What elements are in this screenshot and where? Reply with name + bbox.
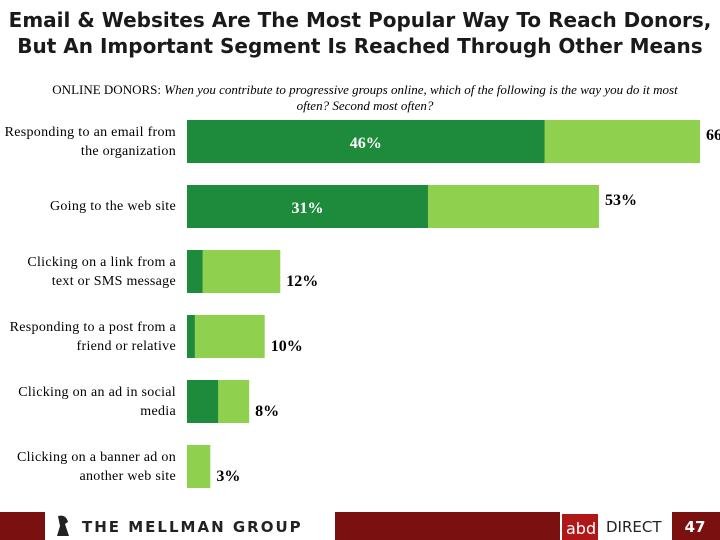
bar	[187, 445, 211, 488]
value-label: 66%	[706, 126, 720, 144]
category-label: Going to the web site	[49, 199, 176, 214]
subtitle: ONLINE DONORS: When you contribute to pr…	[40, 82, 690, 114]
category-label: Clicking on an ad in social media	[18, 384, 176, 419]
page-number: 47	[685, 518, 706, 536]
value-label: 53%	[604, 191, 637, 209]
bar	[187, 380, 219, 423]
chart-title: Email & Websites Are The Most Popular Wa…	[8, 8, 712, 32]
category-label: Responding to a post from a friend or re…	[9, 319, 176, 354]
category-label: Clicking on a banner ad on another web s…	[16, 449, 176, 484]
value-label: 10%	[270, 337, 303, 355]
value-label: 46%	[349, 134, 382, 152]
subtitle-question: When you contribute to progressive group…	[164, 82, 678, 113]
bar	[187, 315, 195, 358]
footer-brand-a: abd	[566, 519, 596, 538]
value-label: 3%	[216, 467, 241, 485]
chart-title-line2: But An Important Segment Is Reached Thro…	[17, 34, 703, 58]
logo-area	[45, 512, 335, 540]
bar	[187, 120, 545, 163]
value-label: 31%	[291, 199, 324, 217]
footer-brand-b: DIRECT	[606, 518, 662, 536]
brand-box	[562, 514, 598, 540]
bar	[187, 315, 265, 358]
footer-logo: THE MELLMAN GROUP	[82, 518, 303, 536]
bar	[187, 185, 428, 228]
value-label: 8%	[255, 402, 280, 420]
subtitle-lead: ONLINE DONORS:	[52, 82, 161, 97]
category-label: Clicking on a link from a text or SMS me…	[27, 254, 176, 289]
bar	[187, 250, 203, 293]
logo-icon	[57, 515, 69, 536]
category-label: Responding to an email from the organiza…	[4, 124, 176, 159]
value-label: 12%	[286, 272, 319, 290]
